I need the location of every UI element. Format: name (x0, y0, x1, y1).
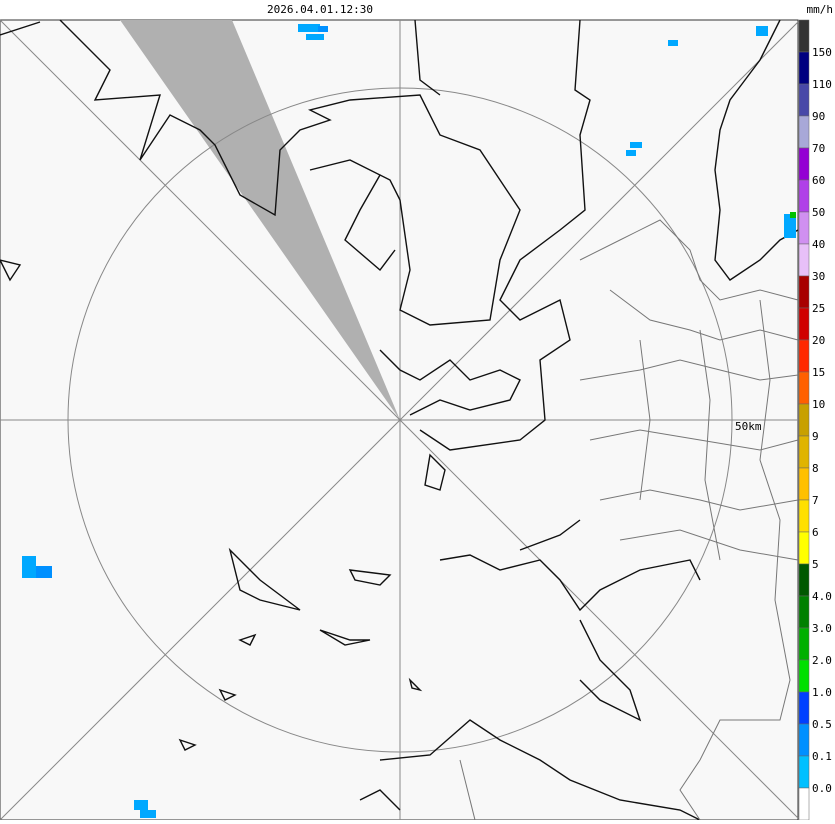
legend-swatch (798, 243, 810, 277)
legend-label: 15 (812, 366, 825, 379)
legend-swatch (798, 147, 810, 181)
legend-label: 0.5 (812, 718, 832, 731)
legend-label: 90 (812, 110, 825, 123)
legend-label: 40 (812, 238, 825, 251)
legend-unit: mm/h (807, 3, 834, 16)
legend-swatch (798, 755, 810, 789)
legend-label: 7 (812, 494, 819, 507)
legend-label: 110 (812, 78, 832, 91)
legend-swatch (798, 211, 810, 245)
legend-label: 0.0 (812, 782, 832, 795)
legend-swatch (798, 723, 810, 757)
legend-swatch (798, 179, 810, 213)
legend-label: 25 (812, 302, 825, 315)
range-grid (0, 19, 799, 821)
legend-label: 3.0 (812, 622, 832, 635)
legend-swatch (798, 83, 810, 117)
blocked-sector (120, 20, 400, 420)
legend-label: 10 (812, 398, 825, 411)
legend-label: 4.0 (812, 590, 832, 603)
coastlines (0, 19, 799, 821)
legend-swatch (798, 51, 810, 85)
legend-label: 5 (812, 558, 819, 571)
legend-label: 150 (812, 46, 832, 59)
legend-swatch (798, 435, 810, 469)
legend-swatch (798, 307, 810, 341)
legend-swatch (798, 275, 810, 309)
legend-swatch (798, 19, 810, 53)
legend-swatch (798, 659, 810, 693)
legend-label: 50 (812, 206, 825, 219)
legend-label: 20 (812, 334, 825, 347)
legend-swatch (798, 595, 810, 629)
timestamp: 2026.04.01.12:30 (267, 3, 373, 16)
range-label: 50km (735, 420, 762, 433)
legend-swatch (798, 531, 810, 565)
legend-label: 8 (812, 462, 819, 475)
legend-label: 60 (812, 174, 825, 187)
legend-label: 2.0 (812, 654, 832, 667)
boundaries (459, 219, 799, 821)
legend-label: 6 (812, 526, 819, 539)
legend-label: 9 (812, 430, 819, 443)
legend-label: 30 (812, 270, 825, 283)
legend-swatch (798, 691, 810, 725)
legend: mm/h 150 110 90 70 60 50 40 30 25 20 15 10 9 8 7 6 5 4.0 3… (798, 3, 834, 821)
legend-swatch (798, 403, 810, 437)
legend-swatch (798, 371, 810, 405)
legend-label: 0.1 (812, 750, 832, 763)
legend-swatch (798, 467, 810, 501)
legend-swatch (798, 787, 810, 821)
legend-label: 1.0 (812, 686, 832, 699)
legend-swatch (798, 115, 810, 149)
legend-swatch (798, 563, 810, 597)
precipitation-echoes (22, 24, 796, 818)
legend-label: 70 (812, 142, 825, 155)
legend-swatch (798, 499, 810, 533)
legend-swatch (798, 627, 810, 661)
legend-swatch (798, 339, 810, 373)
